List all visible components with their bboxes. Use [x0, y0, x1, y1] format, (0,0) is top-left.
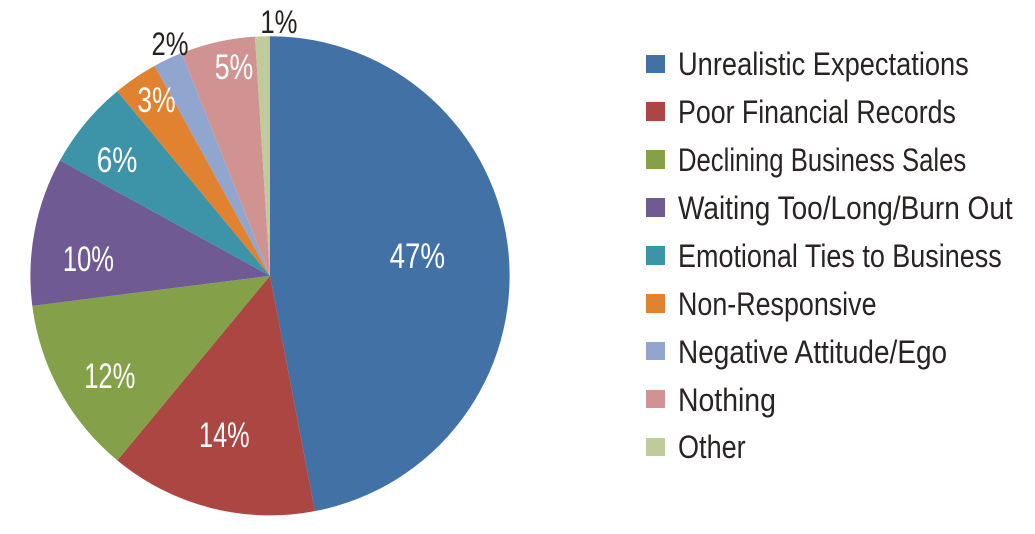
svg-text:6%: 6% [97, 140, 138, 180]
svg-text:47%: 47% [390, 236, 445, 276]
svg-text:3%: 3% [137, 80, 175, 120]
svg-text:10%: 10% [63, 240, 114, 279]
svg-text:5%: 5% [215, 48, 254, 87]
svg-text:12%: 12% [84, 357, 135, 396]
svg-text:14%: 14% [199, 416, 249, 455]
svg-text:1%: 1% [260, 6, 297, 41]
svg-text:2%: 2% [152, 28, 189, 63]
